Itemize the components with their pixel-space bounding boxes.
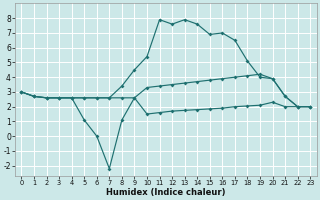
X-axis label: Humidex (Indice chaleur): Humidex (Indice chaleur)	[106, 188, 226, 197]
